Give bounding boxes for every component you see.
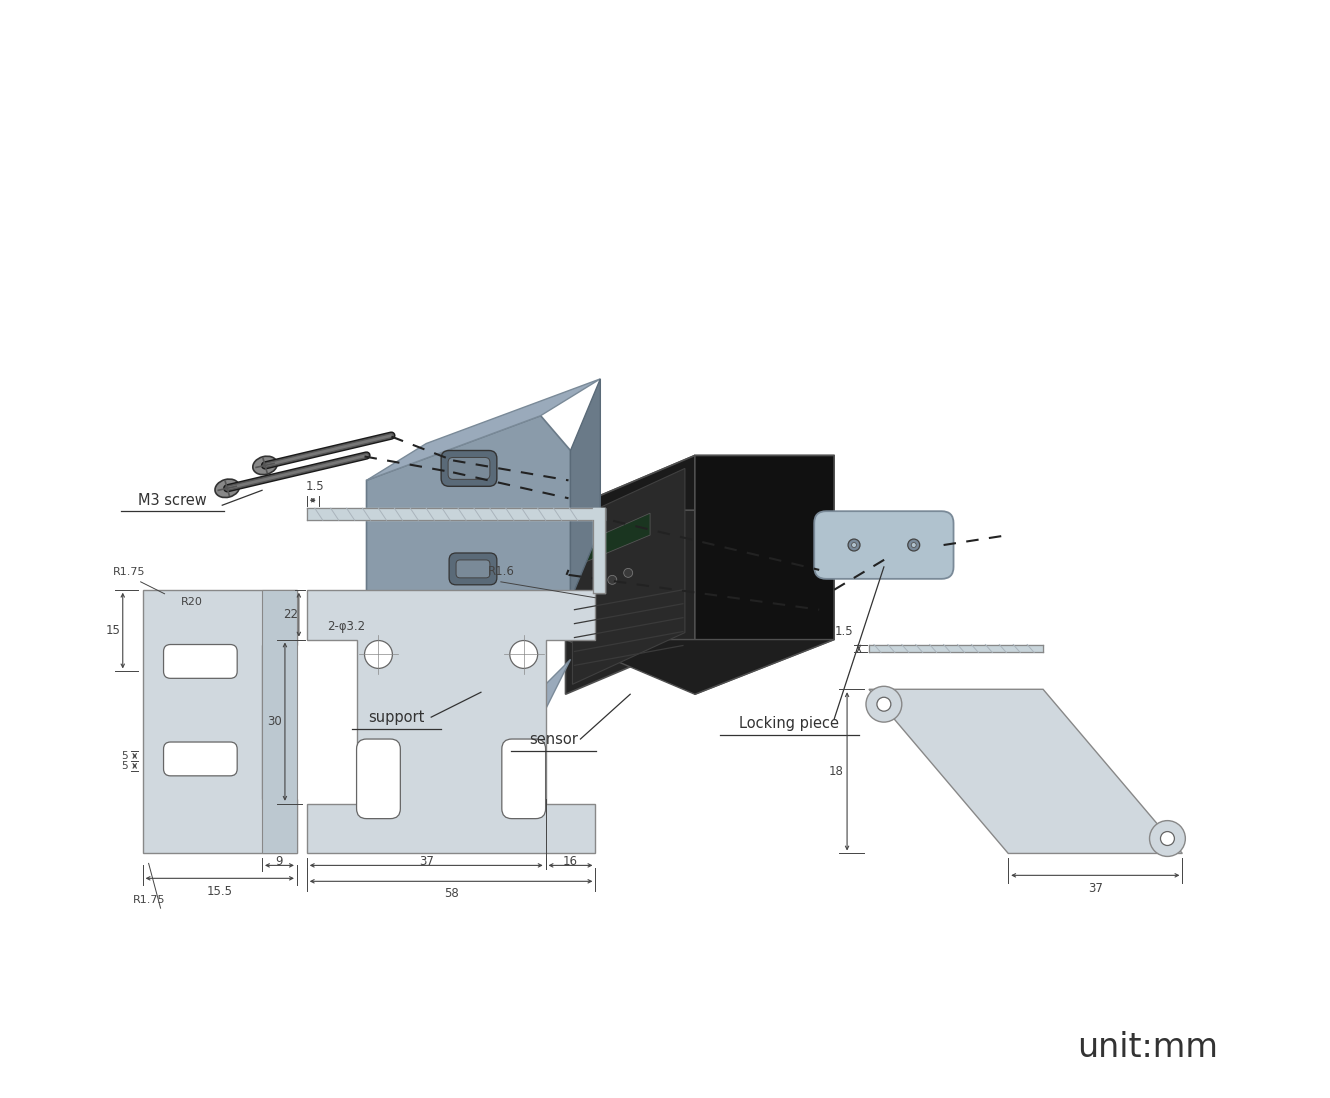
Polygon shape — [307, 590, 596, 853]
Circle shape — [364, 640, 392, 669]
Text: 5: 5 — [121, 751, 128, 761]
Text: 2-φ3.2: 2-φ3.2 — [327, 619, 364, 632]
FancyBboxPatch shape — [456, 560, 489, 578]
Ellipse shape — [911, 542, 916, 548]
Circle shape — [866, 686, 902, 722]
Text: 16: 16 — [563, 855, 579, 867]
Polygon shape — [367, 379, 600, 480]
Ellipse shape — [851, 542, 857, 548]
FancyBboxPatch shape — [164, 742, 237, 776]
Text: support: support — [368, 710, 424, 725]
Text: sensor: sensor — [529, 732, 579, 747]
Text: Locking piece: Locking piece — [739, 716, 839, 731]
Text: R1.6: R1.6 — [487, 564, 515, 578]
FancyBboxPatch shape — [814, 512, 954, 579]
Text: R1.75: R1.75 — [133, 895, 165, 905]
Text: M3 screw: M3 screw — [138, 493, 207, 508]
Polygon shape — [868, 645, 1043, 652]
Text: 1.5: 1.5 — [306, 480, 325, 493]
Polygon shape — [565, 639, 834, 694]
Polygon shape — [572, 469, 685, 684]
FancyBboxPatch shape — [164, 645, 237, 679]
Text: 5: 5 — [121, 761, 128, 771]
Polygon shape — [571, 379, 600, 600]
FancyBboxPatch shape — [448, 458, 489, 480]
Text: 9: 9 — [275, 855, 283, 867]
Text: 30: 30 — [267, 715, 282, 728]
Circle shape — [608, 575, 617, 584]
FancyBboxPatch shape — [450, 553, 497, 585]
Polygon shape — [565, 456, 834, 511]
FancyBboxPatch shape — [501, 739, 545, 819]
Text: 1.5: 1.5 — [835, 625, 854, 638]
FancyBboxPatch shape — [442, 450, 497, 486]
Text: 58: 58 — [444, 887, 459, 899]
Text: 18: 18 — [829, 765, 843, 777]
Circle shape — [595, 582, 602, 592]
Circle shape — [509, 640, 537, 669]
Polygon shape — [262, 590, 297, 853]
Text: 37: 37 — [1088, 882, 1103, 895]
Polygon shape — [367, 416, 571, 690]
Polygon shape — [694, 456, 834, 694]
Polygon shape — [593, 508, 605, 593]
Text: 15: 15 — [105, 624, 120, 637]
Ellipse shape — [215, 479, 239, 497]
Text: 37: 37 — [419, 855, 434, 867]
Polygon shape — [579, 513, 650, 564]
Polygon shape — [142, 590, 297, 853]
Circle shape — [1161, 831, 1174, 845]
Text: R20: R20 — [181, 596, 202, 607]
Text: R1.75: R1.75 — [113, 567, 145, 576]
Circle shape — [1149, 820, 1185, 856]
Circle shape — [624, 569, 633, 578]
Text: 22: 22 — [283, 608, 298, 621]
Polygon shape — [565, 456, 694, 694]
Circle shape — [876, 697, 891, 712]
Text: unit:mm: unit:mm — [1077, 1031, 1218, 1064]
Polygon shape — [367, 660, 571, 719]
Text: 15.5: 15.5 — [206, 885, 233, 898]
Ellipse shape — [908, 539, 920, 551]
FancyBboxPatch shape — [356, 739, 400, 819]
Polygon shape — [868, 690, 1182, 853]
Ellipse shape — [253, 456, 277, 474]
Ellipse shape — [849, 539, 861, 551]
Polygon shape — [307, 508, 605, 520]
